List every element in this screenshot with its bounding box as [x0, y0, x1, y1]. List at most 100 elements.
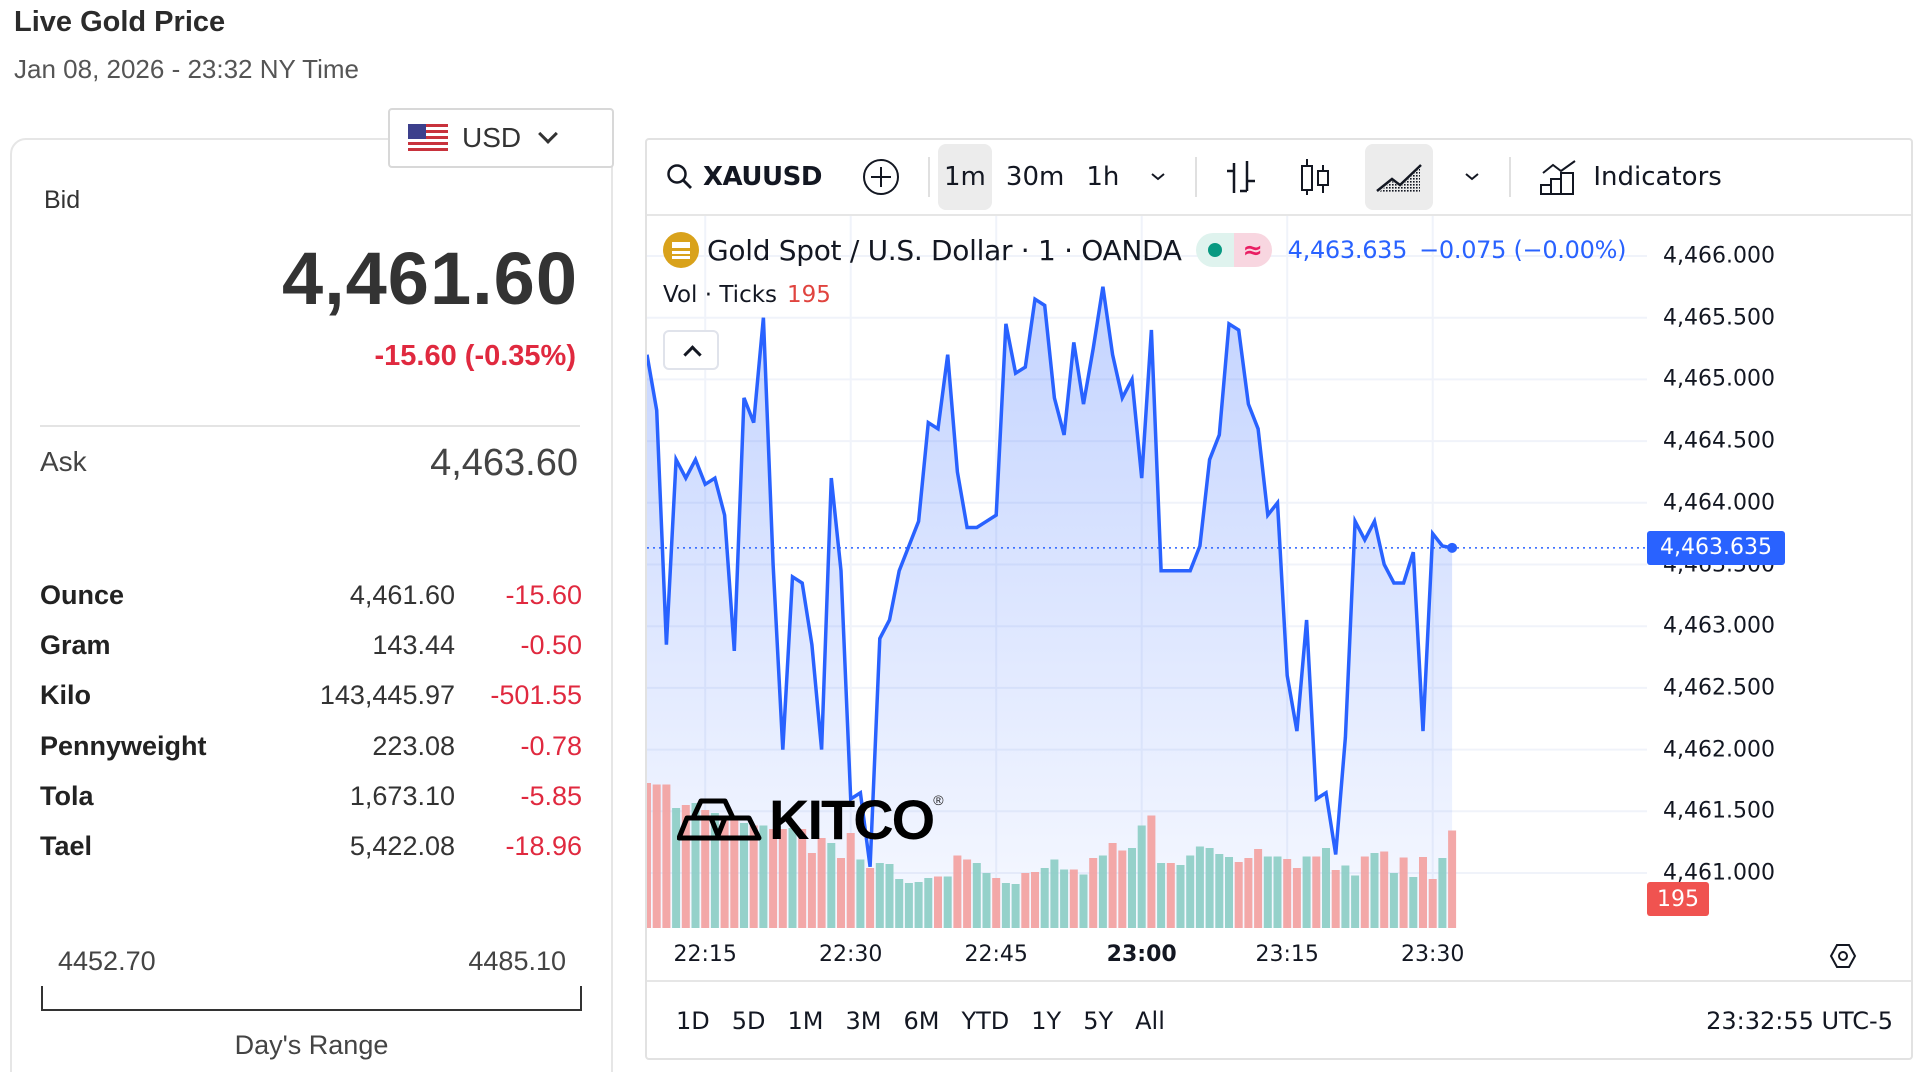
days-range-bar	[41, 986, 582, 1011]
unit-change: -15.60	[505, 579, 582, 610]
period-selector: 1D 5D 1M 3M 6M YTD 1Y 5Y All 23:32:55 UT…	[647, 980, 1911, 1060]
unit-name: Tael	[40, 831, 93, 862]
symbol-search-button[interactable]: XAUUSD	[665, 144, 822, 210]
bar-chart-button[interactable]	[1221, 144, 1261, 210]
compare-symbol-button[interactable]	[856, 144, 906, 210]
us-flag-icon	[408, 124, 448, 152]
unit-price: 4,461.60	[349, 579, 455, 610]
table-row: Tael 5,422.08 -18.96	[40, 821, 582, 871]
period-1d[interactable]: 1D	[676, 1007, 710, 1035]
time-axis[interactable]: 22:15 22:30 22:45 23:00 23:15 23:30	[647, 928, 1913, 988]
unit-change: -5.85	[520, 780, 582, 811]
time-tick: 22:45	[964, 942, 1028, 967]
time-tick: 22:15	[673, 942, 737, 967]
interval-1h[interactable]: 1h	[1086, 162, 1120, 192]
currency-select[interactable]: USD	[388, 108, 614, 168]
volume-legend: Vol · Ticks 195	[663, 282, 831, 308]
price-plot-area[interactable]	[647, 216, 1647, 928]
interval-30m[interactable]: 30m	[1005, 162, 1065, 192]
days-range-label: Day's Range	[234, 1030, 389, 1060]
price-tick: 4,464.500	[1663, 428, 1775, 454]
time-tick: 23:30	[1400, 942, 1465, 967]
unit-price: 223.08	[372, 730, 455, 761]
candles-button[interactable]	[1295, 144, 1335, 210]
period-all[interactable]: All	[1135, 1007, 1165, 1035]
time-tick: 23:00	[1106, 942, 1177, 967]
days-range-high: 4485.10	[468, 946, 566, 976]
price-tick: 4,465.000	[1663, 366, 1775, 392]
time-tick: 22:30	[818, 942, 883, 967]
days-range-low: 4452.70	[58, 946, 156, 976]
price-tick: 4,463.000	[1663, 613, 1775, 639]
period-5y[interactable]: 5Y	[1083, 1007, 1114, 1035]
price-axis[interactable]: 4,466.000 4,465.500 4,465.000 4,464.500 4,46…	[1647, 216, 1913, 928]
price-tick: 4,466.000	[1663, 243, 1775, 269]
chart-legend: Gold Spot / U.S. Dollar · 1 · OANDA ≈ 4,…	[663, 232, 1626, 268]
unit-name: Gram	[40, 629, 111, 660]
table-row: Kilo 143,445.97 -501.55	[40, 671, 582, 721]
chart-settings-icon[interactable]	[1829, 942, 1857, 970]
unit-name: Kilo	[40, 680, 91, 711]
registered-mark: ®	[933, 792, 944, 808]
symbol-name: XAUUSD	[703, 162, 822, 192]
collapse-legend-button[interactable]	[663, 330, 719, 370]
bid-label: Bid	[44, 186, 81, 214]
page-title: Live Gold Price	[14, 6, 226, 38]
gold-bars-icon	[663, 232, 699, 268]
chart-type-dropdown[interactable]	[1457, 144, 1487, 210]
period-ytd[interactable]: YTD	[961, 1007, 1010, 1035]
kitco-wordmark: KITCO	[769, 788, 935, 851]
chevron-down-icon	[1151, 173, 1165, 181]
table-row: Ounce 4,461.60 -15.60	[40, 570, 582, 620]
price-tick: 4,461.000	[1663, 860, 1775, 886]
volume-tag: 195	[1647, 882, 1709, 916]
period-3m[interactable]: 3M	[845, 1007, 882, 1035]
chart-panel: XAUUSD 1m 30m 1h	[645, 138, 1913, 1060]
unit-price: 5,422.08	[349, 831, 455, 862]
period-1m[interactable]: 1M	[787, 1007, 824, 1035]
market-status-badge[interactable]: ≈	[1195, 233, 1272, 267]
area-chart-icon	[1376, 164, 1423, 193]
candlestick-icon	[1301, 159, 1330, 195]
interval-dropdown[interactable]	[1143, 144, 1173, 210]
time-tick: 23:15	[1255, 942, 1319, 967]
period-1y[interactable]: 1Y	[1031, 1007, 1062, 1035]
area-chart-button[interactable]	[1365, 144, 1434, 210]
period-6m[interactable]: 6M	[903, 1007, 940, 1035]
bid-change: -15.60 (-0.35%)	[374, 340, 577, 372]
toolbar-divider	[1195, 157, 1198, 197]
unit-price-table: Ounce 4,461.60 -15.60 Gram 143.44 -0.50 …	[40, 570, 582, 872]
unit-name: Pennyweight	[40, 730, 207, 761]
price-tick: 4,462.500	[1663, 675, 1775, 701]
table-row: Tola 1,673.10 -5.85	[40, 771, 582, 821]
unit-price: 1,673.10	[349, 780, 455, 811]
period-5d[interactable]: 5D	[731, 1007, 766, 1035]
volume-value: 195	[787, 282, 831, 308]
toolbar-divider	[927, 157, 930, 197]
table-row: Gram 143.44 -0.50	[40, 620, 582, 670]
chevron-down-icon	[1465, 173, 1479, 181]
table-row: Pennyweight 223.08 -0.78	[40, 721, 582, 771]
unit-change: -0.78	[520, 730, 582, 761]
indicators-button[interactable]: Indicators	[1539, 144, 1722, 210]
kitco-logo: KITCO ®	[677, 788, 944, 851]
ask-label: Ask	[40, 446, 87, 477]
legend-change: −0.075 (−0.00%)	[1419, 236, 1627, 264]
chart-toolbar: XAUUSD 1m 30m 1h	[647, 140, 1911, 216]
unit-change: -0.50	[520, 629, 582, 660]
ohlc-bars-icon	[1227, 161, 1256, 193]
plus-circle-icon	[862, 159, 899, 195]
price-tick: 4,461.500	[1663, 798, 1775, 824]
search-icon	[667, 164, 692, 189]
ask-price: 4,463.60	[430, 442, 578, 484]
unit-name: Tola	[40, 780, 94, 811]
volume-label: Vol · Ticks	[663, 282, 778, 308]
chevron-down-icon	[538, 124, 559, 144]
unit-price: 143,445.97	[319, 680, 455, 711]
price-tick: 4,464.000	[1663, 490, 1775, 516]
page-timestamp: Jan 08, 2026 - 23:32 NY Time	[14, 54, 359, 84]
toolbar-divider	[1509, 157, 1512, 197]
interval-1m[interactable]: 1m	[937, 144, 992, 210]
unit-change: -18.96	[505, 831, 582, 862]
unit-change: -501.55	[490, 680, 582, 711]
